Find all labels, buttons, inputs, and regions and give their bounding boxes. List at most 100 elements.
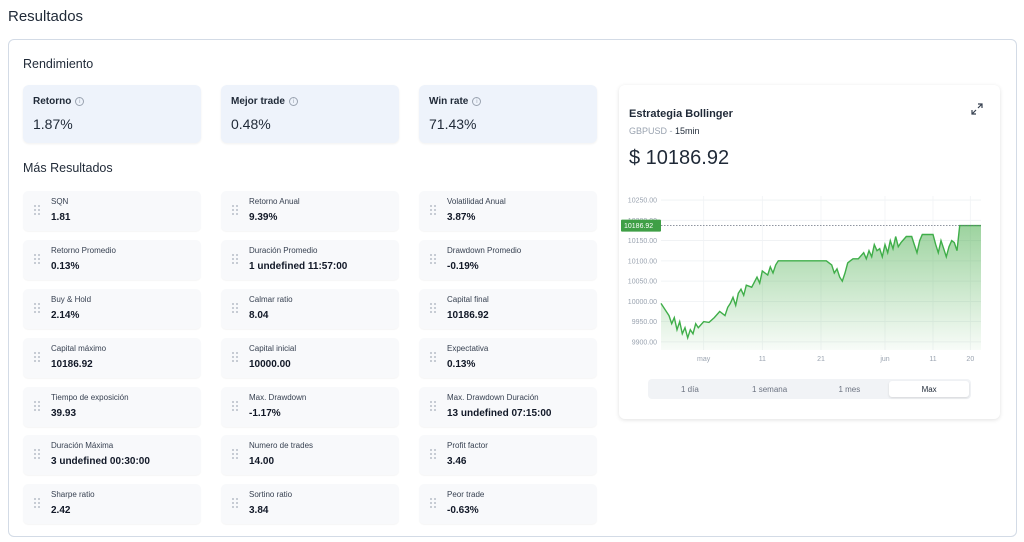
metric-value: 39.93 [51,408,77,419]
info-icon[interactable]: i [472,97,482,106]
metric-value: 0.13% [51,261,80,272]
x-tick-label: 11 [759,356,766,363]
drag-handle-icon[interactable] [34,352,40,362]
metric-value: 14.00 [249,456,275,467]
drag-handle-icon[interactable] [232,401,238,411]
x-tick-label: 20 [966,356,974,363]
metric-card: Peor trade -0.63% [419,484,597,524]
metric-label: Sharpe ratio [51,490,95,499]
metric-value: 0.13% [447,359,476,370]
expand-icon[interactable] [970,102,984,116]
metric-card: Duración Máxima 3 undefined 00:30:00 [23,435,201,475]
metric-label: Duración Promedio [249,246,318,255]
drag-handle-icon[interactable] [232,498,238,508]
drag-handle-icon[interactable] [34,498,40,508]
y-tick-label: 9950.00 [632,319,657,326]
metric-card: Sortino ratio 3.84 [221,484,399,524]
y-tick-label: 10100.00 [628,258,657,265]
drag-handle-icon[interactable] [232,205,238,215]
drag-handle-icon[interactable] [232,449,238,459]
kpi-value: 71.43% [429,116,477,132]
drag-handle-icon[interactable] [430,254,436,264]
metric-card: Expectativa 0.13% [419,338,597,378]
drag-handle-icon[interactable] [232,352,238,362]
metric-card: Capital final 10186.92 [419,289,597,329]
metric-value: 10000.00 [249,359,291,370]
drag-handle-icon[interactable] [430,498,436,508]
separator: - [667,126,676,136]
metric-card: Capital inicial 10000.00 [221,338,399,378]
metric-value: 1.81 [51,212,71,223]
metric-label: Buy & Hold [51,295,92,304]
y-tick-label: 10050.00 [628,279,657,286]
metric-label: SQN [51,197,69,206]
y-tick-label: 10000.00 [628,299,657,306]
drag-handle-icon[interactable] [430,303,436,313]
rendimiento-title: Rendimiento [23,57,94,71]
drag-handle-icon[interactable] [34,254,40,264]
current-price: $ 10186.92 [629,147,730,169]
metric-label: Calmar ratio [249,295,293,304]
drag-handle-icon[interactable] [232,254,238,264]
metric-label: Capital final [447,295,489,304]
metric-card: Drawdown Promedio -0.19% [419,240,597,280]
drag-handle-icon[interactable] [430,205,436,215]
drag-handle-icon[interactable] [430,449,436,459]
drag-handle-icon[interactable] [232,303,238,313]
current-value-label: 10186.92 [624,223,653,230]
metric-label: Profit factor [447,441,488,450]
kpi-mejor-trade: Mejor trade i 0.48% [221,85,399,143]
metric-card: Retorno Anual 9.39% [221,191,399,231]
page-title: Resultados [8,8,84,25]
metric-card: Capital máximo 10186.92 [23,338,201,378]
kpi-label: Retorno [33,96,72,107]
metric-value: 10186.92 [447,310,489,321]
range-selector: 1 día 1 semana 1 mes Max [648,379,971,399]
metric-label: Max. Drawdown Duración [447,393,539,402]
metric-value: 10186.92 [51,359,93,370]
drag-handle-icon[interactable] [34,205,40,215]
drag-handle-icon[interactable] [34,303,40,313]
metric-card: Tiempo de exposición 39.93 [23,387,201,427]
metric-value: 2.42 [51,505,71,516]
metric-label: Max. Drawdown [249,393,307,402]
metric-value: -1.17% [249,408,281,419]
metric-value: 3.84 [249,505,269,516]
range-option[interactable]: Max [889,381,969,397]
x-tick-label: jun [879,356,889,363]
metric-card: Sharpe ratio 2.42 [23,484,201,524]
metric-label: Expectativa [447,344,489,353]
kpi-retorno: Retorno i 1.87% [23,85,201,143]
y-tick-label: 10250.00 [628,198,657,205]
equity-chart[interactable]: 10250.0010200.0010150.0010100.0010050.00… [619,190,1000,370]
strategy-title: Estrategia Bollinger [629,108,733,120]
drag-handle-icon[interactable] [430,352,436,362]
metric-card: Max. Drawdown -1.17% [221,387,399,427]
range-option[interactable]: 1 semana [752,384,788,394]
metric-card: Profit factor 3.46 [419,435,597,475]
drag-handle-icon[interactable] [430,401,436,411]
metric-value: -0.19% [447,261,479,272]
metric-label: Tiempo de exposición [51,393,129,402]
metric-value: 9.39% [249,212,278,223]
drag-handle-icon[interactable] [34,449,40,459]
range-option[interactable]: 1 día [680,384,699,394]
metric-value: 3 undefined 00:30:00 [51,456,150,467]
equity-area [661,225,981,350]
metric-value: 13 undefined 07:15:00 [447,408,552,419]
metric-label: Retorno Anual [249,197,300,206]
metric-label: Numero de trades [249,441,314,450]
metric-label: Drawdown Promedio [447,246,522,255]
info-icon[interactable]: i [288,97,298,106]
info-icon[interactable]: i [75,97,85,106]
metric-label: Volatilidad Anual [447,197,506,206]
metric-card: SQN 1.81 [23,191,201,231]
metric-label: Capital máximo [51,344,107,353]
drag-handle-icon[interactable] [34,401,40,411]
kpi-win-rate: Win rate i 71.43% [419,85,597,143]
range-option[interactable]: 1 mes [838,384,861,394]
kpi-label: Win rate [429,96,469,107]
metric-card: Max. Drawdown Duración 13 undefined 07:15… [419,387,597,427]
metric-label: Retorno Promedio [51,246,116,255]
metric-value: 3.46 [447,456,467,467]
